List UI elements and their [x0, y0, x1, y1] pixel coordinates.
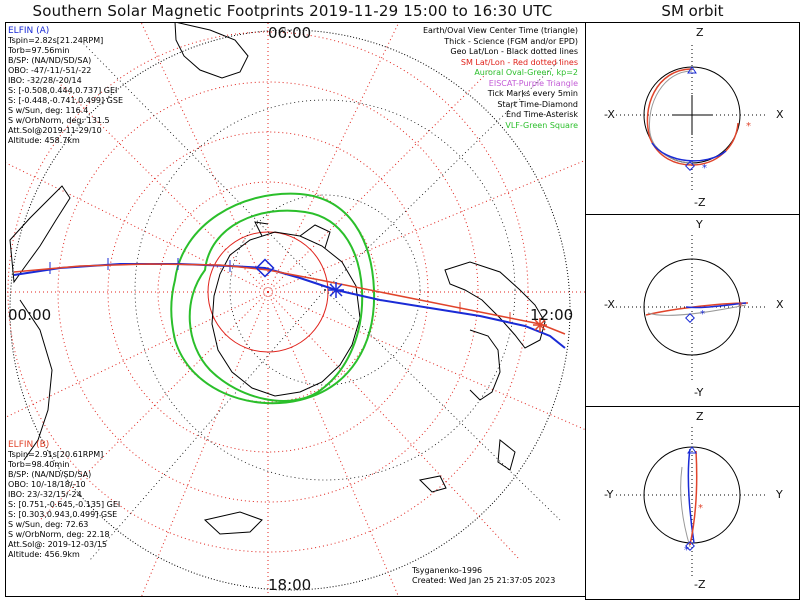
clock-label-bottom: 18:00 [268, 576, 312, 594]
clock-label-right: 12:00 [530, 306, 574, 324]
elfin-a-line: Torb=97.56min [8, 46, 70, 55]
orbit3-left: -Y [604, 488, 614, 501]
elfin-a-line: Att.Sol@2019-11-29/10 [8, 126, 102, 135]
auroral-oval-inner [170, 192, 376, 405]
svg-text:*: * [702, 163, 707, 174]
orbit-plot-xz: * * [616, 45, 768, 193]
elfin-a-line: S: [-0.508,0.444,0.737] GEI [8, 86, 118, 95]
orbit1-up: Z [696, 26, 704, 39]
elfin-b-line: S w/Sun, deg: 72.63 [8, 520, 89, 529]
clock-label-left: 00:00 [8, 306, 52, 324]
orbit3-right: Y [776, 488, 783, 501]
elfin-a-line: S w/OrbNorm, deg: 131.5 [8, 116, 110, 125]
orbit2-right: X [776, 298, 784, 311]
elfin-a-track [13, 263, 566, 349]
elfin-b-line: Tspin=2.91s[20.61RPM] [8, 450, 104, 459]
geo-grid [79, 39, 561, 561]
elfin-a-line: Altitude: 458.7km [8, 136, 80, 145]
elfin-b-info: ELFIN (B) Tspin=2.91s[20.61RPM] Torb=98.… [8, 440, 120, 560]
orbit-plot-xy: * * [616, 235, 768, 383]
page-title: Southern Solar Magnetic Footprints 2019-… [32, 2, 553, 20]
legend-item: End Time-Asterisk [505, 110, 578, 119]
legend-item: Auroral Oval-Green, kp=2 [474, 68, 578, 77]
orbit1-right: X [776, 108, 784, 121]
footer-created: Created: Wed Jan 25 21:37:05 2023 [412, 576, 556, 585]
legend-item: Tick Marks every 5min [487, 89, 578, 98]
globe-boundary [9, 29, 571, 591]
end-time-asterisk-a [328, 282, 344, 298]
elfin-b-line: Torb=98.40min [8, 460, 70, 469]
elfin-a-info: ELFIN (A) Tspin=2.82s[21.24RPM] Torb=97.… [8, 26, 123, 146]
orbit1-down: -Z [694, 196, 706, 209]
elfin-b-line: OBO: 10/-18/18/-10 [8, 480, 86, 489]
elfin-b-line: S: [0.303,0.943,0.499] GSE [8, 510, 118, 519]
elfin-b-line: B/SP: (NA/ND/SD/SA) [8, 470, 92, 479]
legend-item: Start Time-Diamond [497, 99, 578, 109]
elfin-b-line: Altitude: 456.9km [8, 550, 80, 559]
end-time-asterisk-b [533, 318, 547, 332]
start-time-diamond [255, 258, 275, 278]
orbit2-left: -X [604, 298, 615, 311]
legend-item: SM Lat/Lon - Red dotted lines [460, 57, 578, 67]
legend-item: VLF-Green Square [505, 120, 578, 130]
svg-text:*: * [738, 301, 743, 312]
legend-item: Earth/Oval View Center Time (triangle) [422, 26, 578, 35]
legend-item: Geo Lat/Lon - Black dotted lines [450, 47, 578, 56]
elfin-a-line: IBO: -32/28/-20/14 [8, 76, 82, 85]
clock-label-top: 06:00 [268, 24, 312, 42]
orbit1-left: -X [604, 108, 615, 121]
elfin-a-line: S w/Sun, deg: 116.4 [8, 106, 89, 115]
svg-text:*: * [698, 503, 703, 514]
elfin-a-name: ELFIN (A) [8, 26, 50, 36]
elfin-b-line: IBO: 23/-32/15/-24 [8, 490, 82, 499]
footer: Tsyganenko-1996 Created: Wed Jan 25 21:3… [412, 566, 555, 586]
sm-longitude-grid [6, 23, 585, 596]
elfin-b-track [13, 263, 566, 335]
orbit3-down: -Z [694, 578, 706, 591]
svg-text:*: * [700, 309, 705, 320]
elfin-a-line: Tspin=2.82s[21.24RPM] [8, 36, 104, 45]
svg-text:*: * [746, 121, 751, 132]
elfin-b-ticks [459, 302, 511, 322]
elfin-a-line: OBO: -47/-11/-51/-22 [8, 66, 92, 75]
elfin-b-line: S: [0.751,-0.645,-0.135] GEI [8, 500, 121, 509]
orbit3-up: Z [696, 410, 704, 423]
elfin-b-line: Att.Sol@: 2019-12-03/15 [8, 540, 107, 549]
elfin-a-line: S: [-0.448,-0.741,0.499] GSE [8, 96, 123, 105]
elfin-a-line: B/SP: (NA/ND/SD/SA) [8, 56, 92, 65]
footer-model: Tsyganenko-1996 [412, 566, 483, 575]
legend-item: EISCAT-Purple Triangle [488, 78, 578, 88]
legend-item: Thick - Science (FGM and/or EPD) [444, 36, 578, 46]
svg-text:*: * [684, 545, 689, 556]
elfin-b-name: ELFIN (B) [8, 440, 50, 450]
legend: Earth/Oval View Center Time (triangle) T… [423, 26, 578, 131]
auroral-oval-outer [188, 209, 364, 402]
elfin-b-line: S w/OrbNorm, deg: 22.18 [8, 530, 110, 539]
orbit-plot-yz: * * [616, 427, 768, 577]
orbit2-up: Y [696, 218, 703, 231]
orbit-title: SM orbit [661, 2, 724, 20]
orbit2-down: -Y [694, 386, 704, 399]
polar-map [6, 23, 585, 596]
